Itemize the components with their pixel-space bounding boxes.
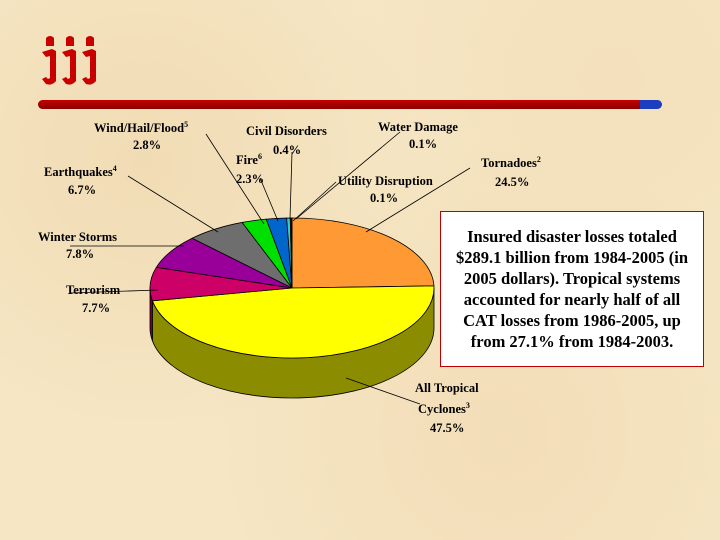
label-winter-storms: Winter Storms bbox=[38, 230, 117, 244]
name-fire: Fire bbox=[236, 153, 258, 167]
label-all-tropical: All Tropical bbox=[415, 381, 479, 395]
leader-wind bbox=[205, 133, 265, 225]
name-wind: Wind/Hail/Flood bbox=[94, 121, 184, 135]
value-earthquakes: 6.7% bbox=[68, 183, 96, 197]
iii-logo bbox=[42, 36, 96, 85]
pie-slice-utility-disruption bbox=[290, 217, 293, 289]
leader-terrorism bbox=[69, 289, 159, 294]
header-rule-accent bbox=[640, 100, 662, 109]
name-tornadoes: Tornadoes bbox=[481, 156, 537, 170]
pie-slice-all-tropical-cyclones bbox=[151, 285, 435, 359]
leader-water bbox=[295, 131, 401, 220]
value-utility-disruption: 0.1% bbox=[370, 191, 398, 205]
leader-utility bbox=[292, 181, 337, 222]
label-terrorism: Terrorism bbox=[66, 283, 121, 297]
label-water-damage: Water Damage bbox=[378, 120, 458, 134]
summary-note: Insured disaster losses totaled $289.1 b… bbox=[440, 211, 704, 367]
sup-wind: 5 bbox=[184, 120, 188, 129]
value-all-tropical-cyclones: 47.5% bbox=[430, 421, 464, 435]
label-tornadoes: Tornadoes2 bbox=[481, 155, 541, 170]
label-cyclones: Cyclones3 bbox=[418, 401, 470, 416]
label-utility-disruption: Utility Disruption bbox=[338, 174, 433, 188]
leader-civil bbox=[289, 151, 293, 220]
value-tornadoes: 24.5% bbox=[495, 175, 529, 189]
label-wind-hail-flood: Wind/Hail/Flood5 bbox=[94, 120, 188, 135]
name-cyclones: Cyclones bbox=[418, 402, 466, 416]
sup-fire: 6 bbox=[258, 152, 262, 161]
leader-tornadoes bbox=[365, 167, 471, 233]
sup-earthquakes: 4 bbox=[113, 164, 117, 173]
value-fire: 2.3% bbox=[236, 172, 264, 186]
leader-cyclones bbox=[345, 377, 421, 405]
value-winter-storms: 7.8% bbox=[66, 247, 94, 261]
label-earthquakes: Earthquakes4 bbox=[44, 164, 117, 179]
header-rule bbox=[38, 100, 660, 109]
sup-tornadoes: 2 bbox=[537, 155, 541, 164]
value-water-damage: 0.1% bbox=[409, 137, 437, 151]
value-wind-hail-flood: 2.8% bbox=[133, 138, 161, 152]
leader-lines bbox=[69, 131, 471, 405]
label-civil-disorders: Civil Disorders bbox=[246, 124, 327, 138]
pie-slice-tornadoes bbox=[291, 217, 435, 289]
label-fire: Fire6 bbox=[236, 152, 262, 167]
pie-slices bbox=[149, 217, 435, 359]
leader-earthquakes bbox=[127, 175, 219, 233]
value-civil-disorders: 0.4% bbox=[273, 143, 301, 157]
value-terrorism: 7.7% bbox=[82, 301, 110, 315]
sup-cyclones: 3 bbox=[466, 401, 470, 410]
name-earthquakes: Earthquakes bbox=[44, 165, 113, 179]
leader-fire bbox=[259, 177, 279, 222]
